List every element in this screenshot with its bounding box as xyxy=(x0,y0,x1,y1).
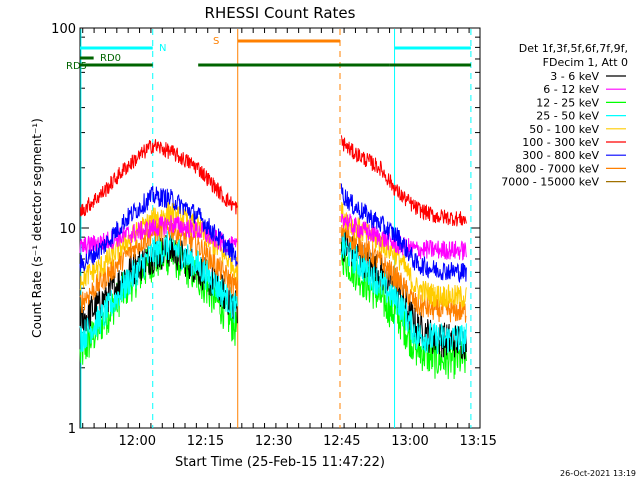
series-line xyxy=(79,230,238,353)
series-line xyxy=(340,183,467,284)
series-layer xyxy=(79,135,467,380)
legend-label: 12 - 25 keV xyxy=(536,96,599,109)
series-line xyxy=(79,185,238,272)
flag-label: N xyxy=(159,43,166,54)
chart-title: RHESSI Count Rates xyxy=(205,4,356,22)
flag-label: S xyxy=(213,36,219,47)
flag-bars: N S RD0 RD5 xyxy=(66,36,471,72)
x-tick-label: 12:15 xyxy=(187,434,224,449)
series-line xyxy=(79,139,238,217)
x-tick-label: 12:45 xyxy=(323,434,360,449)
x-tick-label: 13:15 xyxy=(459,434,496,449)
legend-label: 3 - 6 keV xyxy=(550,70,599,83)
legend-header-1: Det 1f,3f,5f,6f,7f,9f, xyxy=(519,42,628,55)
y-axis-label: Count Rate (s⁻¹ detector segment⁻¹) xyxy=(30,118,44,338)
legend-label: 100 - 300 keV xyxy=(522,136,599,149)
legend-label: 7000 - 15000 keV xyxy=(501,176,599,189)
series-line xyxy=(340,135,467,227)
y-tick-labels: 1 10 100 xyxy=(51,22,76,437)
y-tick-label: 10 xyxy=(59,222,76,237)
y-tick-label: 100 xyxy=(51,22,76,37)
legend-label: 25 - 50 keV xyxy=(536,110,599,123)
series-line xyxy=(340,232,467,355)
legend-label: 800 - 7000 keV xyxy=(515,162,599,175)
legend-label: 6 - 12 keV xyxy=(543,83,599,96)
legend-label: 50 - 100 keV xyxy=(529,123,599,136)
legend-header-2: FDecim 1, Att 0 xyxy=(543,56,628,69)
series-line xyxy=(340,202,467,309)
x-tick-labels: 12:00 12:15 12:30 12:45 13:00 13:15 xyxy=(119,434,497,449)
footer-date: 26-Oct-2021 13:19 xyxy=(560,469,636,478)
flag-label: RD5 xyxy=(66,61,87,72)
legend-label: 300 - 800 keV xyxy=(522,149,599,162)
y-tick-label: 1 xyxy=(68,422,76,437)
x-tick-label: 12:00 xyxy=(119,434,156,449)
series-line xyxy=(340,241,467,380)
legend: Det 1f,3f,5f,6f,7f,9f, FDecim 1, Att 0 3… xyxy=(501,42,628,189)
x-tick-label: 13:00 xyxy=(391,434,428,449)
x-axis-label: Start Time (25-Feb-15 11:47:22) xyxy=(175,455,385,470)
x-tick-label: 12:30 xyxy=(255,434,292,449)
flag-label: RD0 xyxy=(100,53,121,64)
axis-ticks xyxy=(80,27,480,429)
